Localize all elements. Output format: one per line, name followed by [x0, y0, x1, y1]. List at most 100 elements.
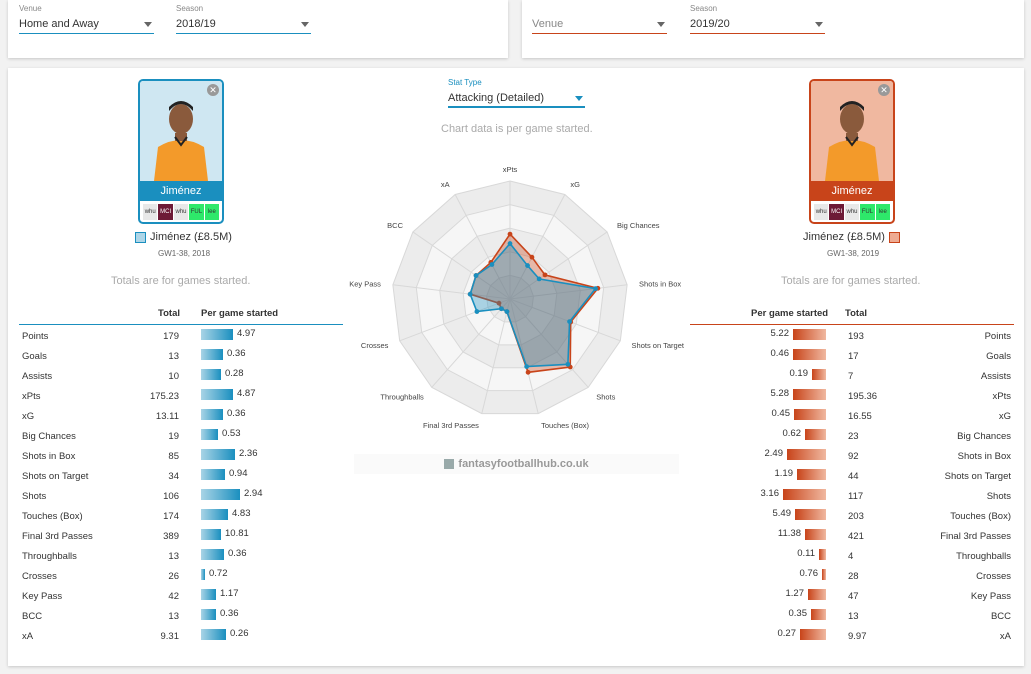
venue-select-right[interactable]: Venue: [532, 4, 667, 34]
select-underline: [532, 33, 667, 34]
stat-name: Points: [22, 331, 49, 342]
radar-point: [536, 276, 542, 282]
per-game-bar: [812, 369, 826, 380]
table-row: Points 193 5.22: [690, 325, 1014, 345]
table-row: Shots 117 3.16: [690, 485, 1014, 505]
per-game-bar: [201, 329, 233, 340]
per-game-bar: [201, 489, 240, 500]
stat-name: Key Pass: [22, 591, 63, 602]
fixture-1: whu: [143, 204, 158, 220]
per-game-bar: [795, 509, 826, 520]
stat-name: Big Chances: [22, 431, 76, 442]
stat-name: Shots: [986, 491, 1011, 502]
per-game-bar: [201, 549, 224, 560]
radar-axis-label: Shots on Target: [632, 341, 685, 350]
chevron-down-icon: [301, 22, 309, 27]
table-row: BCC 13 0.36: [19, 605, 343, 625]
stat-name: Throughballs: [22, 551, 77, 562]
season-select-right[interactable]: Season 2019/20: [690, 4, 825, 34]
stat-per-game: 2.49: [764, 448, 784, 459]
radar-chart: xPts xG Big Chances Shots in Box Shots on Ta…: [349, 165, 685, 430]
stat-name: BCC: [990, 611, 1011, 622]
radar-point: [474, 309, 480, 314]
filter-card-right: Venue Season 2019/20: [522, 0, 1024, 58]
per-game-bar: [201, 369, 221, 380]
header-total: Total: [845, 308, 867, 319]
stat-name: Touches (Box): [950, 511, 1011, 522]
stat-type-value: Attacking (Detailed): [448, 92, 544, 104]
table-row: xA 9.31 0.26: [19, 625, 343, 645]
per-game-bar: [819, 549, 826, 560]
radar-point: [498, 306, 504, 312]
stat-name: xPts: [992, 391, 1011, 402]
fixture-3: whu: [844, 204, 860, 220]
season-select-left[interactable]: Season 2018/19: [176, 4, 311, 34]
season-label: Season: [690, 4, 718, 13]
stat-name: Shots: [22, 491, 47, 502]
player-card-left[interactable]: ✕ Jiménez whu MCI whu FUL lee: [138, 79, 224, 224]
watermark: fantasyfootballhub.co.uk: [354, 454, 679, 474]
stat-type-select[interactable]: Stat Type Attacking (Detailed): [448, 78, 585, 108]
per-game-bar: [793, 389, 826, 400]
table-row: Assists 7 0.19: [690, 365, 1014, 385]
per-game-bar: [800, 629, 826, 640]
per-game-bar: [793, 329, 826, 340]
table-row: Goals 17 0.46: [690, 345, 1014, 365]
close-icon[interactable]: ✕: [878, 84, 890, 96]
table-row: xG 13.11 0.36: [19, 405, 343, 425]
stat-per-game: 0.72: [209, 568, 228, 579]
table-row: Assists 10 0.28: [19, 365, 343, 385]
stat-per-game: 3.16: [760, 488, 780, 499]
totals-note-right: Totals are for games started.: [781, 275, 921, 287]
stat-total: 117: [848, 491, 864, 502]
radar-axis-label: Crosses: [361, 341, 389, 350]
legend-label-right: Jiménez (£8.5M): [803, 231, 885, 243]
table-row: Shots in Box 92 2.49: [690, 445, 1014, 465]
radar-axis-label: Big Chances: [617, 221, 660, 230]
stat-per-game: 0.28: [225, 368, 244, 379]
stat-per-game: 5.49: [772, 508, 792, 519]
stat-total: 10: [168, 371, 179, 382]
per-game-bar: [201, 349, 223, 360]
radar-point: [473, 273, 479, 278]
table-row: Big Chances 23 0.62: [690, 425, 1014, 445]
radar-spoke: [392, 284, 511, 300]
venue-select-left[interactable]: Venue Home and Away: [19, 4, 154, 34]
radar-spoke: [412, 231, 511, 300]
stat-total: 203: [848, 511, 864, 522]
per-game-bar: [201, 609, 216, 620]
close-icon[interactable]: ✕: [207, 84, 219, 96]
stat-name: xA: [22, 631, 34, 642]
stat-per-game: 0.36: [227, 408, 246, 419]
fixture-4: FUL: [189, 204, 204, 220]
table-row: Shots on Target 44 1.19: [690, 465, 1014, 485]
stat-per-game: 0.35: [788, 608, 808, 619]
player-card-right[interactable]: ✕ Jiménez whu MCI whu FUL lee: [809, 79, 895, 224]
stat-total: 42: [168, 591, 179, 602]
stat-per-game: 0.36: [220, 608, 239, 619]
stat-total: 13.11: [155, 411, 179, 422]
stat-total: 16.55: [848, 411, 872, 422]
season-value: 2019/20: [690, 18, 730, 30]
stat-total: 92: [848, 451, 859, 462]
radar-spoke: [509, 298, 589, 388]
select-underline: [19, 33, 154, 34]
radar-point: [507, 241, 513, 246]
radar-point: [496, 300, 502, 306]
stat-name: Touches (Box): [22, 511, 83, 522]
stat-per-game: 11.38: [777, 528, 801, 539]
stat-total: 13: [168, 611, 179, 622]
stat-total: 389: [163, 531, 179, 542]
per-game-bar: [794, 409, 826, 420]
stats-table-left: Total Per game started Points 179 4.97 Goal…: [19, 305, 343, 645]
radar-point: [529, 254, 535, 260]
table-row: Touches (Box) 174 4.83: [19, 505, 343, 525]
chevron-down-icon: [575, 96, 583, 101]
per-game-bar: [201, 509, 228, 520]
per-game-bar: [201, 629, 226, 640]
radar-spoke: [509, 298, 621, 342]
stat-total: 175.23: [149, 391, 179, 402]
per-game-bar: [797, 469, 826, 480]
radar-axis-label: xA: [441, 180, 450, 189]
radar-point: [504, 309, 510, 315]
